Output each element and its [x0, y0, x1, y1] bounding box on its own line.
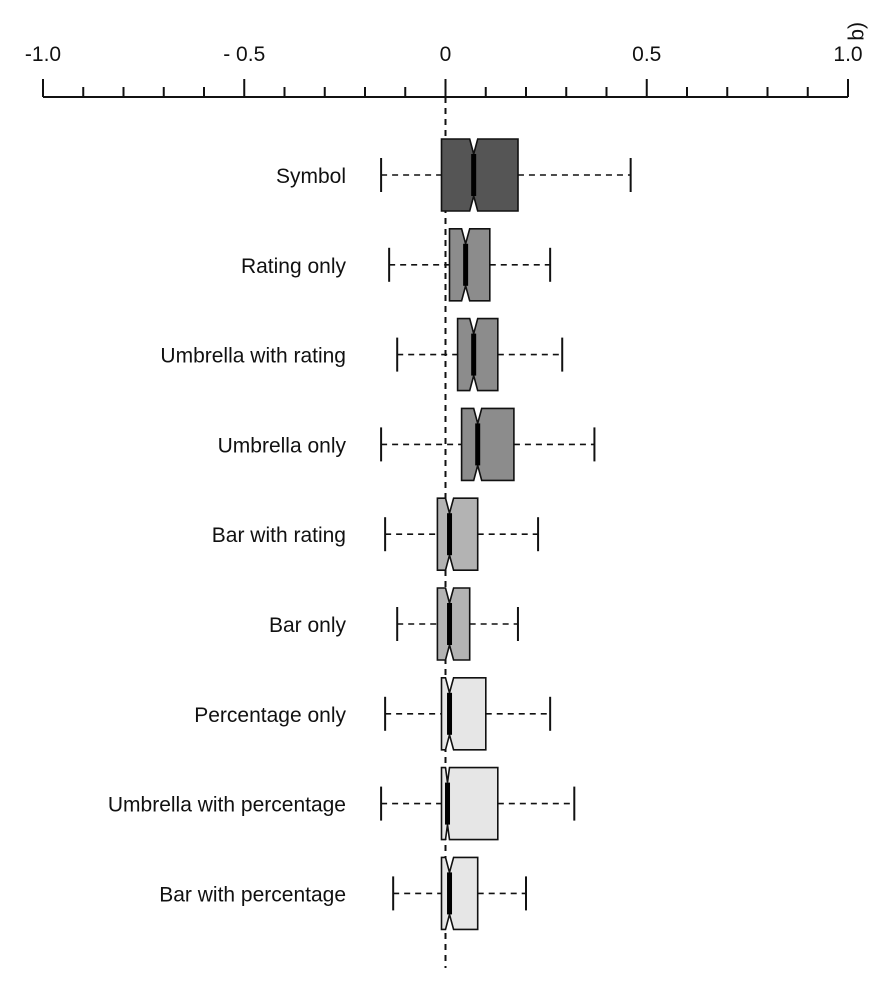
notched-box [436, 497, 479, 572]
notched-box [440, 676, 487, 751]
median-line [445, 782, 451, 825]
median-line [475, 423, 481, 466]
notched-box [440, 138, 519, 212]
notched-box [460, 407, 515, 482]
median-line [447, 513, 453, 556]
x-tick-label: 0 [440, 43, 452, 66]
category-label: Umbrella with percentage [108, 794, 346, 817]
category-label: Bar only [269, 614, 347, 637]
box-6 [384, 676, 552, 751]
median-line [447, 872, 453, 915]
category-label: Percentage only [194, 704, 346, 727]
x-axis: -1.0 - 0.5 0 0.5 1.0 (q [25, 22, 870, 98]
median-line [471, 154, 477, 196]
x-tick-label: - 0.5 [223, 43, 265, 66]
median-line [463, 243, 469, 286]
box-2 [396, 317, 564, 392]
category-label: Rating only [241, 255, 347, 278]
x-tick-label: 0.5 [632, 43, 661, 66]
box-5 [396, 587, 519, 661]
category-label: Umbrella only [218, 434, 347, 457]
box-4 [384, 497, 540, 572]
notched-box [456, 317, 499, 392]
axis-label-fragment: (q [847, 22, 870, 41]
box-8 [392, 856, 527, 931]
x-tick-label: -1.0 [25, 43, 61, 66]
box-3 [380, 407, 596, 482]
category-label-layer: Symbol Rating only Umbrella with rating Umb… [108, 165, 347, 906]
box-7 [380, 766, 576, 841]
notched-box [448, 228, 491, 302]
box-1 [388, 228, 552, 302]
median-line [447, 603, 453, 645]
category-label: Symbol [276, 165, 346, 188]
median-line [447, 692, 453, 735]
x-tick-label: 1.0 [833, 43, 862, 66]
box-0 [380, 138, 632, 212]
notched-box [436, 587, 471, 661]
median-line [471, 333, 477, 376]
category-label: Umbrella with rating [160, 345, 346, 368]
notched-box [440, 766, 499, 841]
category-label: Bar with percentage [159, 883, 346, 906]
notched-box [440, 856, 479, 931]
category-label: Bar with rating [212, 524, 346, 547]
box-layer [380, 138, 632, 931]
